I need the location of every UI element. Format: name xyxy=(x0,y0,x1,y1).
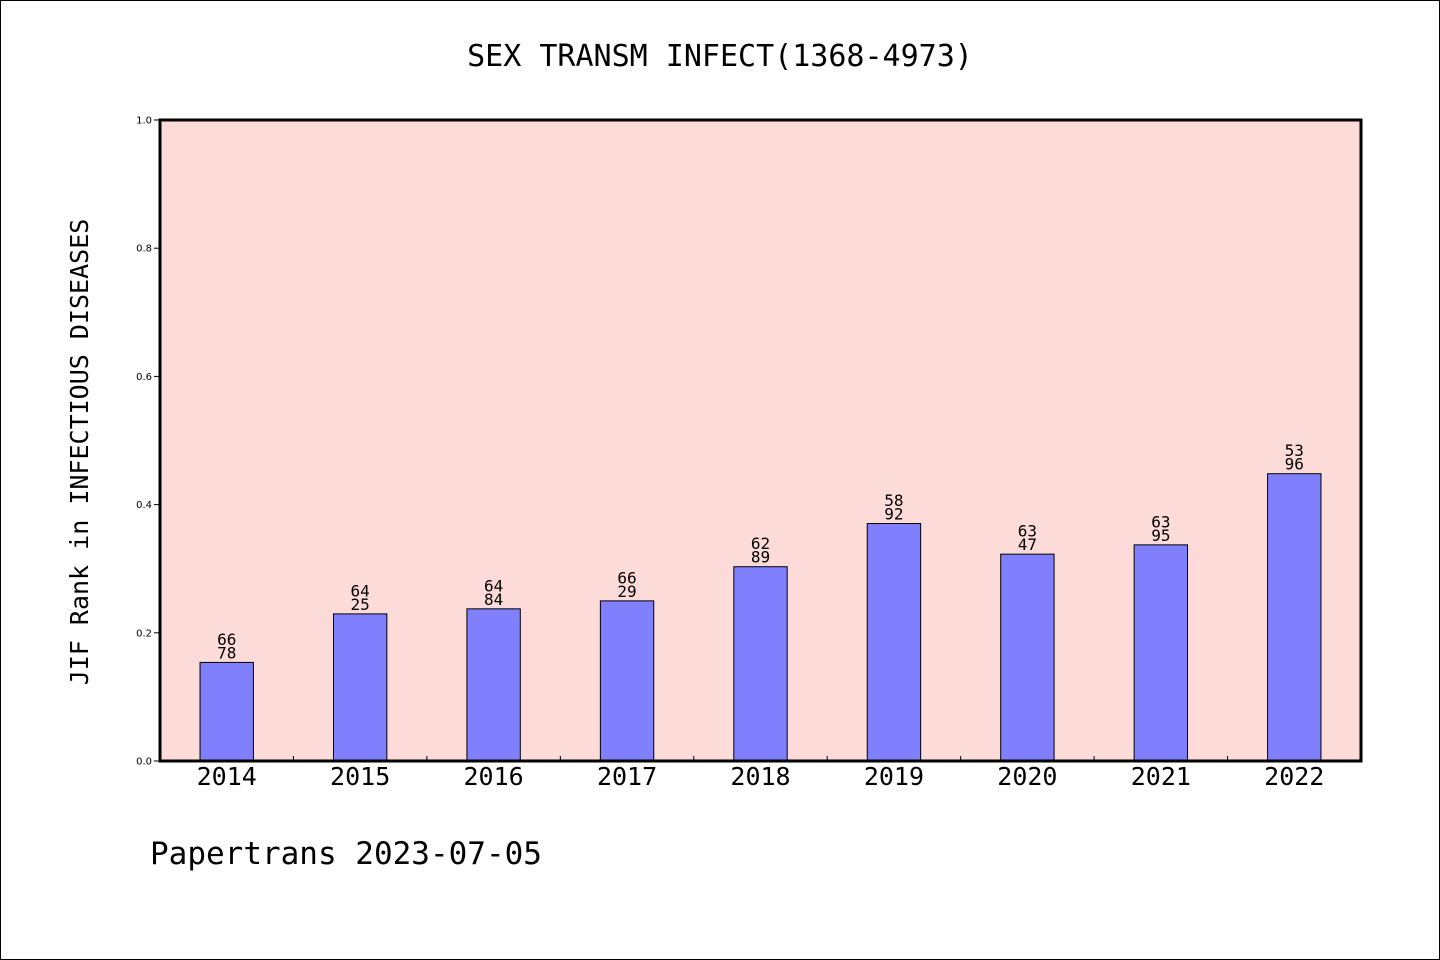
x-tick-label: 2018 xyxy=(730,762,790,791)
bar xyxy=(332,613,388,762)
bar xyxy=(1267,473,1322,762)
y-tick-label: 0.6 xyxy=(136,372,152,383)
x-axis: 2014 2015 2016 2017 2018 2019 2020 2021 2022 xyxy=(197,756,1324,791)
x-tick-label: 2016 xyxy=(464,762,524,791)
bar-data-label: 47 xyxy=(1018,535,1037,554)
bar xyxy=(1133,544,1189,762)
bar-data-label: 92 xyxy=(884,505,903,524)
x-tick-label: 2014 xyxy=(197,762,257,791)
bar-data-label: 89 xyxy=(751,548,770,567)
bar-data-label: 29 xyxy=(617,582,636,601)
y-axis: 0.0 0.2 0.4 0.6 0.8 1.0 xyxy=(136,116,160,768)
bar xyxy=(866,523,922,762)
bar-data-label: 62 xyxy=(751,534,770,553)
chart-title: SEX TRANSM INFECT(1368-4973) xyxy=(467,39,973,74)
y-tick-label: 0.0 xyxy=(136,757,152,768)
x-tick-label: 2022 xyxy=(1264,762,1324,791)
bar-data-label: 66 xyxy=(617,568,636,587)
bar xyxy=(1000,553,1055,762)
bar-data-label: 58 xyxy=(884,491,903,510)
y-tick-label: 0.8 xyxy=(136,244,152,255)
footer-credit: Papertrans 2023-07-05 xyxy=(150,836,542,872)
y-tick-label: 1.0 xyxy=(136,116,152,127)
y-axis-label: JIF Rank in INFECTIOUS DISEASES xyxy=(65,219,94,686)
x-tick-label: 2020 xyxy=(997,762,1057,791)
bar-data-label: 63 xyxy=(1151,512,1170,531)
bar-data-label: 96 xyxy=(1285,455,1304,474)
bar-data-label: 78 xyxy=(217,643,236,662)
bar-data-label: 64 xyxy=(484,576,503,595)
bar xyxy=(733,566,788,762)
bar-data-label: 64 xyxy=(351,581,370,600)
y-tick-label: 0.4 xyxy=(136,500,152,511)
bar-data-label: 84 xyxy=(484,590,503,609)
x-tick-label: 2021 xyxy=(1131,762,1191,791)
bar xyxy=(199,661,254,762)
plot-border xyxy=(158,118,1363,763)
bar-data-label: 95 xyxy=(1151,526,1170,545)
y-tick-label: 0.2 xyxy=(136,628,152,639)
x-tick-label: 2015 xyxy=(330,762,390,791)
x-tick-label: 2017 xyxy=(597,762,657,791)
bars xyxy=(199,473,1322,762)
bar-data-label: 66 xyxy=(217,630,236,649)
bar-data-label: 53 xyxy=(1285,441,1304,460)
bar xyxy=(466,608,521,762)
bar-data-label: 63 xyxy=(1018,522,1037,541)
bar-data-label: 25 xyxy=(351,595,370,614)
x-tick-label: 2019 xyxy=(864,762,924,791)
bar xyxy=(599,600,655,762)
